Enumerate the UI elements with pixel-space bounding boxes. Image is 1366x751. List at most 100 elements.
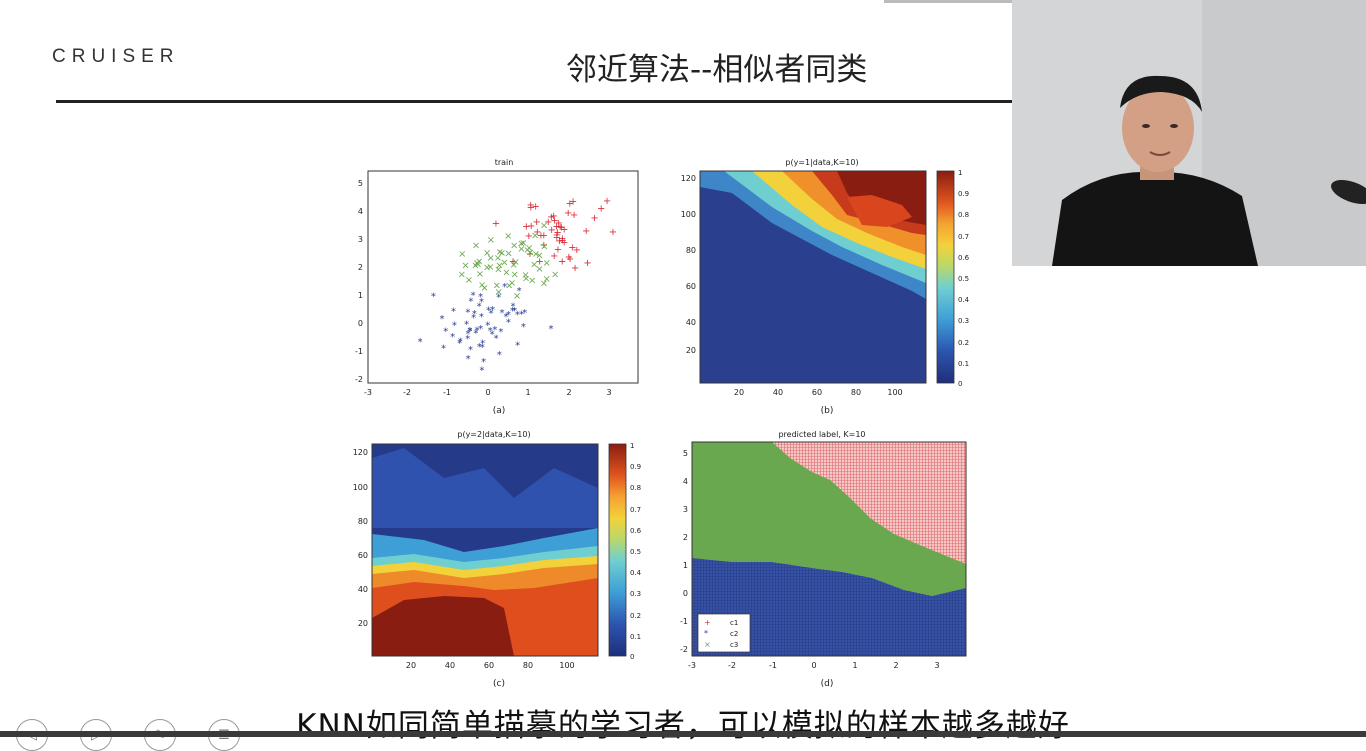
scatter-point: * [479,297,484,308]
panel-d-title: predicted label, K=10 [778,430,865,439]
scatter-point: + [550,211,558,222]
svg-text:0: 0 [358,319,363,328]
scatter-point: + [492,218,500,229]
scatter-point: × [486,262,494,273]
scatter-point: * [479,312,484,323]
svg-text:0.4: 0.4 [630,569,642,577]
scatter-point: * [465,307,470,318]
svg-text:80: 80 [523,661,533,670]
svg-text:100: 100 [681,210,696,219]
scatter-point: * [474,326,479,337]
scatter-point: * [511,302,516,313]
svg-text:0.8: 0.8 [630,484,641,492]
scatter-point: + [527,203,535,214]
scatter-point: + [597,204,605,215]
svg-text:120: 120 [353,448,368,457]
scatter-point: + [558,257,566,268]
scatter-point: × [495,261,503,272]
svg-text:4: 4 [358,207,363,216]
svg-text:0: 0 [630,653,634,661]
scatter-point: + [544,217,552,228]
scatter-point: × [504,231,512,242]
scatter-point: × [530,259,538,270]
svg-text:60: 60 [812,388,822,397]
scatter-point: * [466,354,471,365]
svg-text:-1: -1 [443,388,451,397]
scatter-point: * [480,342,485,353]
scatter-point: × [523,245,531,256]
scatter-point: * [522,308,527,319]
scatter-point: * [499,308,504,319]
legend-c3-marker: × [704,640,711,649]
svg-text:80: 80 [851,388,861,397]
panel-a: train + + + + + + + + + + + + + + + + + + + + + + + + + + + + + + + + + +… [344,155,644,420]
panel-b-colorbar [936,170,955,384]
svg-text:c1: c1 [730,619,738,627]
panel-a-title: train [495,158,514,167]
svg-text:5: 5 [683,449,688,458]
scatter-point: * [481,357,486,368]
scatter-point: * [503,312,508,323]
scatter-point: × [535,264,543,275]
scatter-point: × [496,247,504,258]
scatter-point: × [526,248,534,259]
scatter-point: × [472,241,480,252]
panel-d-legend: + c1 * c2 × c3 [697,613,751,653]
scatter-point: × [528,275,536,286]
svg-text:0: 0 [958,380,962,388]
scatter-point: * [450,332,455,343]
scatter-point: + [560,237,568,248]
scatter-point: + [558,233,566,244]
scatter-point: + [525,231,533,242]
svg-text:20: 20 [358,619,368,628]
progress-bar[interactable] [0,731,1366,737]
svg-text:c2: c2 [730,630,738,638]
scatter-point: × [461,260,469,271]
svg-text:0.9: 0.9 [958,190,969,198]
svg-text:2: 2 [893,661,898,670]
scatter-point: * [477,342,482,353]
scatter-point: * [441,344,446,355]
presenter-webcam [1012,0,1366,266]
scatter-point: × [494,287,502,298]
svg-text:0: 0 [811,661,816,670]
scatter-point: * [515,340,520,351]
scatter-point: + [527,221,535,232]
scatter-point: × [478,280,486,291]
scatter-point: + [550,251,558,262]
panel-d: predicted label, K=10 + c1 * c2 × c3 -3 … [672,428,972,693]
panel-a-axes [367,170,639,384]
scatter-point: × [474,260,482,271]
svg-text:0.3: 0.3 [958,317,969,325]
svg-text:-3: -3 [688,661,696,670]
scatter-point: * [471,291,476,302]
scatter-point: * [457,338,462,349]
scatter-point: × [475,256,483,267]
presenter-hair [1120,75,1202,112]
svg-text:3: 3 [606,388,611,397]
scatter-point: * [494,333,499,344]
scatter-point: × [465,275,473,286]
svg-text:100: 100 [559,661,574,670]
svg-text:60: 60 [358,551,368,560]
scatter-point: × [525,243,533,254]
scatter-point: + [566,254,574,265]
scatter-point: + [555,218,563,229]
svg-text:4: 4 [683,477,688,486]
scatter-point: + [553,233,561,244]
scatter-point: * [468,345,473,356]
scatter-point: * [517,286,522,297]
scatter-point: × [494,264,502,275]
scatter-point: × [458,249,466,260]
scatter-point: * [467,326,472,337]
scatter-point: * [468,326,473,337]
panel-c-caption: (c) [493,679,505,689]
scatter-point: × [519,238,527,249]
scatter-point: * [510,306,515,317]
svg-text:0.2: 0.2 [630,612,641,620]
scatter-point: + [582,226,590,237]
scatter-point: × [480,283,488,294]
svg-text:0.7: 0.7 [630,506,641,514]
scatter-point: + [555,236,563,247]
svg-text:1: 1 [852,661,857,670]
